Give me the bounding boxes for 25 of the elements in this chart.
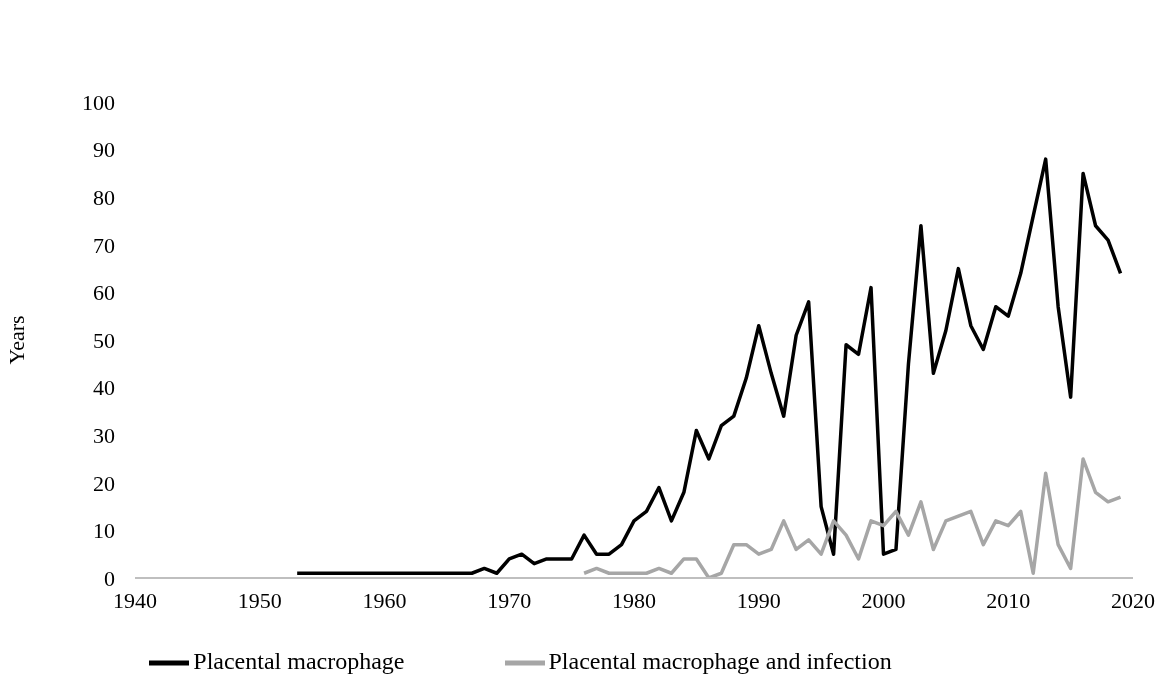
y-tick-label: 10 [93, 518, 115, 544]
x-tick-label: 2010 [986, 587, 1031, 613]
x-tick-label: 1960 [362, 587, 407, 613]
x-tick-label: 2000 [861, 587, 906, 613]
y-tick-label: 50 [93, 327, 115, 353]
legend-label: Placental macrophage and infection [548, 647, 892, 674]
x-tick-label: 1970 [487, 587, 532, 613]
y-tick-label: 70 [93, 232, 115, 258]
line-series [582, 457, 1123, 578]
x-tick-label: 1950 [237, 587, 282, 613]
y-axis-title: Years [3, 315, 29, 365]
x-tick-label: 2020 [1111, 587, 1155, 613]
x-tick-label: 1990 [736, 587, 781, 613]
line-series [295, 157, 1123, 575]
y-tick-label: 60 [93, 280, 115, 306]
y-tick-label: 30 [93, 423, 115, 449]
y-tick-label: 90 [93, 137, 115, 163]
x-tick-label: 1980 [612, 587, 656, 613]
x-tick-label: 1940 [113, 587, 157, 613]
legend-label: Placental macrophage [193, 647, 405, 674]
y-tick-label: 40 [93, 375, 115, 401]
y-tick-label: 20 [93, 470, 115, 496]
y-tick-label: 80 [93, 185, 115, 211]
y-tick-label: 100 [82, 89, 115, 115]
y-tick-label: 0 [104, 565, 115, 591]
